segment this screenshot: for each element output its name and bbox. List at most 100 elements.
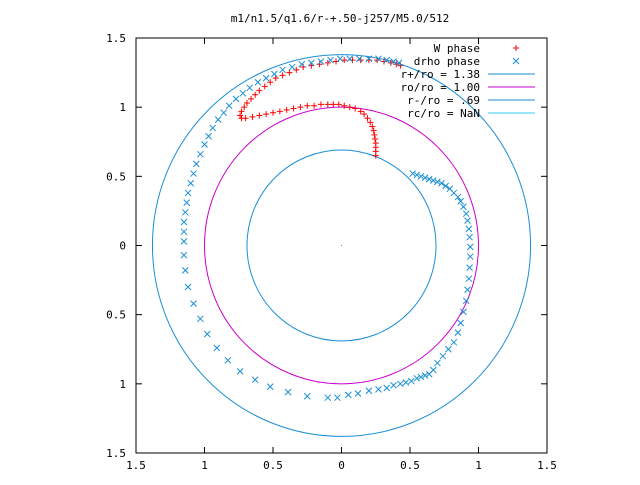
drho-phase-point <box>220 109 228 117</box>
drho-phase-point <box>445 345 452 353</box>
w-phase-point <box>341 57 348 64</box>
points-layer <box>180 55 474 402</box>
drho-phase-point <box>317 58 325 65</box>
drho-phase-point <box>460 203 467 211</box>
w-phase-point <box>324 101 331 108</box>
drho-phase-point <box>346 55 354 63</box>
drho-phase-point <box>190 170 197 177</box>
w-phase-point <box>270 109 276 116</box>
drho-phase-point <box>344 391 352 399</box>
w-phase-point <box>346 104 353 111</box>
drho-phase-point <box>365 387 373 395</box>
w-phase-point <box>317 101 324 108</box>
w-phase-point <box>256 87 263 94</box>
drho-phase-point <box>197 315 204 323</box>
drho-phase-point <box>181 208 189 216</box>
w-phase-point <box>330 101 337 108</box>
drho-phase-point <box>192 160 200 168</box>
w-phase-point <box>369 123 376 130</box>
x-tick-label: 1.5 <box>126 459 146 472</box>
drho-phase-point <box>262 74 270 82</box>
drho-phase-point <box>397 380 404 388</box>
legend-label: rc/ro = NaN <box>407 107 480 120</box>
drho-phase-point <box>413 374 421 382</box>
w-phase-point <box>371 131 378 138</box>
drho-phase-point <box>465 275 473 283</box>
drho-phase-point <box>383 56 391 64</box>
drho-phase-point <box>214 116 222 123</box>
w-phase-point <box>372 140 379 147</box>
chart-title: m1/n1.5/q1.6/r-+.50-j257/M5.0/512 <box>231 12 450 25</box>
drho-phase-point <box>464 217 471 224</box>
drho-phase-point <box>413 171 421 179</box>
drho-phase-point <box>375 55 382 63</box>
drho-phase-point <box>254 78 262 86</box>
x-tick-label: 1.5 <box>537 459 557 472</box>
legend-label: W phase <box>434 42 480 55</box>
origin-dot <box>340 244 343 247</box>
drho-phase-point <box>201 141 208 148</box>
w-phase-point <box>308 62 315 69</box>
w-phase-point <box>252 91 259 98</box>
drho-phase-point <box>184 283 192 291</box>
w-phase-point <box>333 58 340 65</box>
drho-phase-point <box>180 237 188 245</box>
drho-phase-point <box>457 319 465 327</box>
drho-phase-point <box>232 95 240 103</box>
legend-label: ro/ro = 1.00 <box>401 81 480 94</box>
drho-phase-point <box>390 381 397 389</box>
drho-phase-point <box>466 233 473 241</box>
drho-phase-point <box>417 172 425 180</box>
drho-phase-point <box>421 372 429 379</box>
drho-phase-point <box>457 197 465 205</box>
drho-phase-point <box>180 228 188 236</box>
drho-phase-point <box>334 394 341 402</box>
drho-phase-point <box>336 55 344 63</box>
drho-phase-point <box>251 376 259 384</box>
w-phase-point <box>364 115 371 122</box>
w-phase-point <box>267 79 274 86</box>
drho-phase-point <box>213 344 221 352</box>
x-tick-label: 0.5 <box>400 459 420 472</box>
drho-phase-point <box>462 210 470 218</box>
drho-phase-point <box>466 243 474 251</box>
x-tick-label: 1 <box>475 459 482 472</box>
drho-phase-point <box>209 124 217 132</box>
w-phase-point <box>341 102 348 109</box>
drho-phase-point <box>442 182 449 190</box>
w-phase-point <box>243 100 250 107</box>
drho-phase-point <box>354 390 362 397</box>
w-phase-point <box>297 104 304 111</box>
drho-phase-point <box>434 178 441 186</box>
drho-phase-point <box>434 359 441 367</box>
drho-phase-point <box>429 366 437 374</box>
drho-phase-point <box>187 179 195 187</box>
w-phase-point <box>286 69 293 76</box>
y-tick-label: 1.5 <box>106 447 126 460</box>
w-phase-point <box>335 101 342 108</box>
w-phase-point <box>283 106 290 113</box>
drho-phase-point <box>460 308 467 316</box>
drho-phase-point <box>181 267 189 274</box>
w-phase-point <box>263 111 270 118</box>
w-phase-point <box>367 119 374 126</box>
w-phase-point <box>238 108 245 115</box>
y-tick-label: 0.5 <box>106 170 126 183</box>
drho-phase-point <box>205 132 212 140</box>
drho-phase-point <box>239 89 247 97</box>
drho-phase-point <box>271 70 278 78</box>
drho-phase-point <box>466 253 474 260</box>
drho-phase-point <box>184 189 192 197</box>
drho-phase-point <box>383 384 391 392</box>
w-phase-point <box>256 112 263 119</box>
drho-phase-point <box>429 177 437 184</box>
y-tick-label: 1 <box>119 378 126 391</box>
drho-phase-point <box>298 60 306 68</box>
y-tick-label: 1.5 <box>106 32 126 45</box>
circle-r1 <box>204 106 479 385</box>
w-phase-point <box>272 75 279 82</box>
drho-phase-point <box>421 174 429 182</box>
drho-phase-point <box>390 58 397 65</box>
drho-phase-point <box>355 55 363 63</box>
